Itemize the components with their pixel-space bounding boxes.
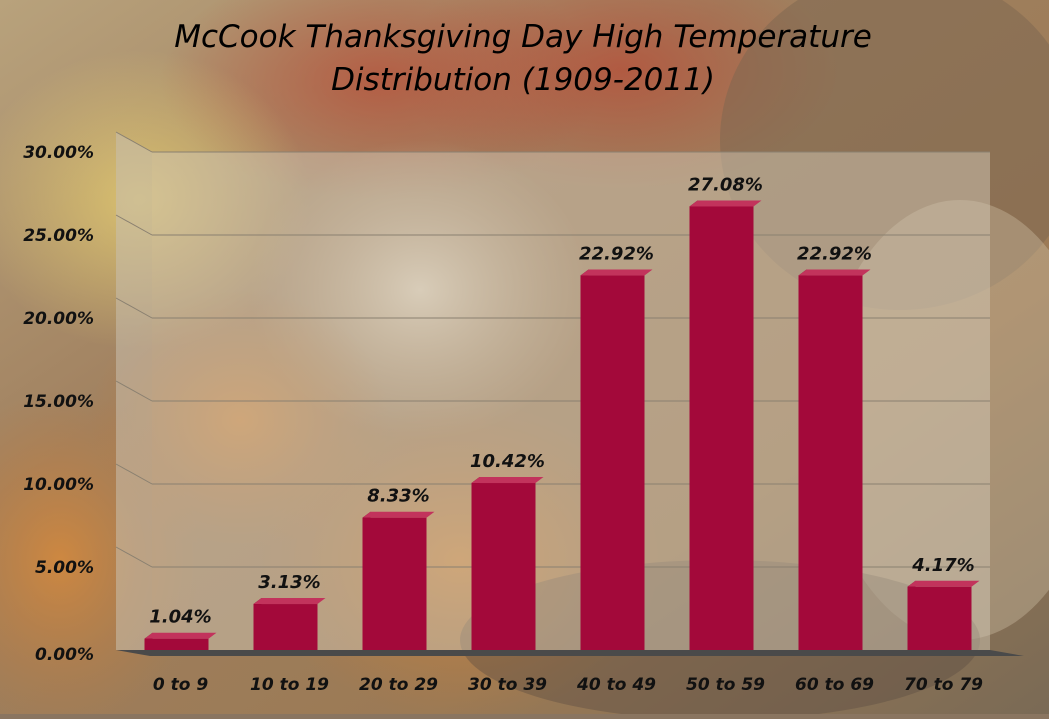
x-tick-label: 70 to 79: [904, 675, 983, 695]
data-label: 4.17%: [911, 555, 974, 576]
bar-top: [144, 632, 217, 639]
chart-title-line2: Distribution (1909-2011): [331, 62, 715, 98]
bars: [144, 200, 980, 651]
bar-top: [253, 598, 326, 605]
x-tick-label: 10 to 19: [250, 675, 329, 695]
gridline-wall: [115, 463, 153, 485]
x-tick-label: 0 to 9: [153, 675, 208, 695]
data-labels: 1.04% 3.13% 8.33% 10.42% 22.92% 27.08% 22.92% 4…: [149, 174, 974, 627]
x-tick-label: 20 to 29: [359, 675, 438, 695]
bar: [798, 275, 863, 650]
bar: [907, 586, 972, 650]
bar-top: [580, 269, 653, 276]
bar: [362, 517, 427, 650]
y-tick-label: 15.00%: [23, 392, 94, 412]
bar-top: [471, 477, 544, 484]
bar-top: [362, 511, 435, 518]
data-label: 22.92%: [797, 244, 872, 265]
gridline-wall: [115, 131, 153, 153]
x-tick-label: 30 to 39: [468, 675, 547, 695]
y-tick-label: 10.00%: [23, 475, 94, 495]
y-axis-ticks: 0.00% 5.00% 10.00% 15.00% 20.00% 25.00% 30.00%: [23, 143, 94, 665]
bar-top: [907, 580, 980, 587]
bar: [689, 206, 754, 651]
bar-top: [798, 269, 871, 276]
x-tick-label: 50 to 59: [686, 675, 765, 695]
y-tick-label: 20.00%: [23, 309, 94, 329]
y-tick-label: 0.00%: [35, 645, 94, 665]
gridline-wall: [115, 546, 153, 568]
chart-floor: [116, 650, 1024, 656]
x-axis-ticks: 0 to 9 10 to 19 20 to 29 30 to 39 40 to 49 50…: [153, 675, 983, 695]
y-tick-label: 5.00%: [35, 558, 94, 578]
data-label: 3.13%: [258, 572, 320, 593]
data-label: 1.04%: [149, 607, 211, 628]
data-label: 10.42%: [470, 451, 545, 472]
chart-title-line1: McCook Thanksgiving Day High Temperature: [174, 19, 872, 55]
data-label: 22.92%: [579, 244, 654, 265]
x-tick-label: 60 to 69: [795, 675, 874, 695]
x-tick-label: 40 to 49: [576, 675, 656, 695]
data-label: 27.08%: [688, 174, 763, 195]
y-tick-label: 30.00%: [23, 143, 94, 163]
gridline-wall: [115, 297, 153, 319]
bar: [253, 604, 318, 650]
bar: [580, 275, 645, 650]
bar-top: [689, 200, 762, 207]
plot-area: [116, 132, 1024, 656]
data-label: 8.33%: [367, 486, 429, 507]
bar: [471, 483, 536, 650]
y-tick-label: 25.00%: [23, 226, 94, 246]
bar: [144, 638, 209, 650]
gridline-wall: [115, 380, 153, 402]
gridline-wall: [115, 214, 153, 236]
